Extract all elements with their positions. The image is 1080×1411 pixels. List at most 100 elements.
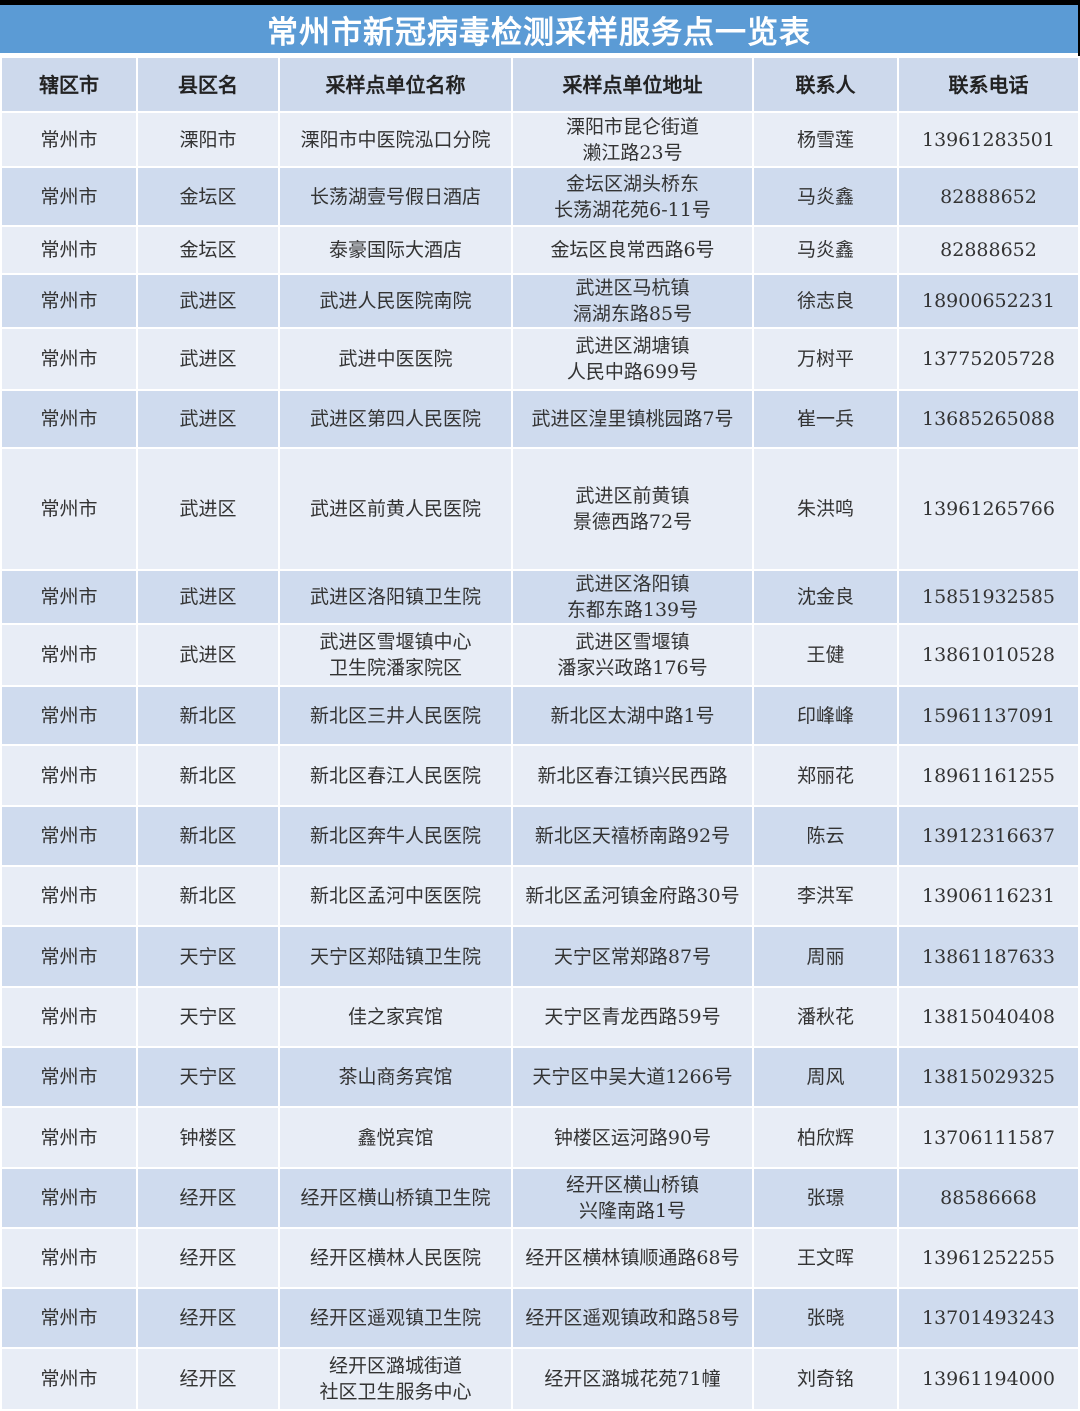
cell-contact-phone: 13912316637 [897, 805, 1080, 867]
cell-site-address: 经开区横山桥镇 兴隆南路1号 [511, 1167, 754, 1229]
table-row: 常州市 新北区 新北区奔牛人民医院 新北区天禧桥南路92号 陈云 13912316637 [0, 805, 1080, 867]
cell-site-address: 武进区湖塘镇 人民中路699号 [511, 327, 754, 391]
cell-county: 天宁区 [136, 986, 280, 1048]
cell-contact-phone: 13701493243 [897, 1287, 1080, 1349]
cell-contact-phone: 13706111587 [897, 1106, 1080, 1169]
cell-county: 钟楼区 [136, 1106, 280, 1169]
cell-county: 武进区 [136, 447, 280, 571]
cell-site-address: 武进区湟里镇桃园路7号 [511, 389, 754, 449]
cell-site-name: 泰豪国际大酒店 [278, 225, 513, 275]
cell-district-city: 常州市 [0, 447, 138, 571]
cell-district-city: 常州市 [0, 225, 138, 275]
cell-contact-person: 崔一兵 [752, 389, 899, 449]
cell-district-city: 常州市 [0, 1287, 138, 1349]
cell-contact-person: 陈云 [752, 805, 899, 867]
cell-site-name: 武进区雪堰镇中心 卫生院潘家院区 [278, 623, 513, 687]
cell-district-city: 常州市 [0, 805, 138, 867]
table-row: 常州市 新北区 新北区春江人民医院 新北区春江镇兴民西路 郑丽花 18961161255 [0, 744, 1080, 807]
cell-district-city: 常州市 [0, 986, 138, 1048]
cell-county: 武进区 [136, 389, 280, 449]
cell-district-city: 常州市 [0, 327, 138, 391]
cell-contact-phone: 13861187633 [897, 925, 1080, 988]
cell-contact-person: 朱洪鸣 [752, 447, 899, 571]
cell-district-city: 常州市 [0, 1347, 138, 1411]
column-header-county: 县区名 [136, 56, 280, 113]
cell-contact-person: 沈金良 [752, 569, 899, 625]
cell-district-city: 常州市 [0, 569, 138, 625]
cell-contact-person: 马炎鑫 [752, 166, 899, 227]
table-row: 常州市 武进区 武进区洛阳镇卫生院 武进区洛阳镇 东都东路139号 沈金良 1585193… [0, 569, 1080, 625]
cell-site-name: 天宁区郑陆镇卫生院 [278, 925, 513, 988]
cell-county: 武进区 [136, 623, 280, 687]
table-row: 常州市 金坛区 泰豪国际大酒店 金坛区良常西路6号 马炎鑫 82888652 [0, 225, 1080, 275]
cell-county: 天宁区 [136, 1046, 280, 1108]
cell-county: 经开区 [136, 1347, 280, 1411]
cell-site-address: 钟楼区运河路90号 [511, 1106, 754, 1169]
cell-site-name: 佳之家宾馆 [278, 986, 513, 1048]
cell-contact-person: 徐志良 [752, 273, 899, 329]
cell-site-address: 武进区雪堰镇 潘家兴政路176号 [511, 623, 754, 687]
cell-contact-phone: 82888652 [897, 225, 1080, 275]
table-row: 常州市 武进区 武进区雪堰镇中心 卫生院潘家院区 武进区雪堰镇 潘家兴政路176号 王健… [0, 623, 1080, 687]
cell-site-address: 新北区太湖中路1号 [511, 685, 754, 746]
cell-site-name: 经开区潞城街道 社区卫生服务中心 [278, 1347, 513, 1411]
cell-county: 新北区 [136, 685, 280, 746]
cell-site-name: 新北区春江人民医院 [278, 744, 513, 807]
table-row: 常州市 溧阳市 溧阳市中医院泓口分院 溧阳市昆仑街道 濑江路23号 杨雪莲 1396128… [0, 111, 1080, 168]
cell-contact-person: 王健 [752, 623, 899, 687]
cell-site-name: 武进人民医院南院 [278, 273, 513, 329]
table-row: 常州市 武进区 武进中医医院 武进区湖塘镇 人民中路699号 万树平 1377520572… [0, 327, 1080, 391]
cell-contact-phone: 15961137091 [897, 685, 1080, 746]
cell-district-city: 常州市 [0, 744, 138, 807]
cell-contact-person: 印峰峰 [752, 685, 899, 746]
cell-county: 武进区 [136, 273, 280, 329]
cell-county: 新北区 [136, 744, 280, 807]
table-row: 常州市 经开区 经开区潞城街道 社区卫生服务中心 经开区潞城花苑71幢 刘奇铭 13961… [0, 1347, 1080, 1411]
cell-county: 经开区 [136, 1227, 280, 1289]
column-header-contact-person: 联系人 [752, 56, 899, 113]
cell-contact-phone: 18961161255 [897, 744, 1080, 807]
cell-district-city: 常州市 [0, 273, 138, 329]
cell-site-address: 经开区潞城花苑71幢 [511, 1347, 754, 1411]
cell-district-city: 常州市 [0, 925, 138, 988]
cell-site-address: 武进区前黄镇 景德西路72号 [511, 447, 754, 571]
cell-county: 新北区 [136, 805, 280, 867]
cell-county: 经开区 [136, 1167, 280, 1229]
column-header-site-name: 采样点单位名称 [278, 56, 513, 113]
cell-site-name: 鑫悦宾馆 [278, 1106, 513, 1169]
cell-county: 经开区 [136, 1287, 280, 1349]
cell-site-name: 经开区横山桥镇卫生院 [278, 1167, 513, 1229]
cell-site-address: 金坛区湖头桥东 长荡湖花苑6-11号 [511, 166, 754, 227]
cell-contact-person: 李洪军 [752, 865, 899, 927]
cell-district-city: 常州市 [0, 389, 138, 449]
header-row: 辖区市 县区名 采样点单位名称 采样点单位地址 联系人 联系电话 [0, 56, 1080, 113]
column-header-contact-phone: 联系电话 [897, 56, 1080, 113]
cell-district-city: 常州市 [0, 1046, 138, 1108]
cell-site-name: 新北区奔牛人民医院 [278, 805, 513, 867]
cell-contact-person: 周丽 [752, 925, 899, 988]
cell-county: 天宁区 [136, 925, 280, 988]
cell-contact-phone: 13961194000 [897, 1347, 1080, 1411]
cell-contact-person: 马炎鑫 [752, 225, 899, 275]
cell-site-address: 金坛区良常西路6号 [511, 225, 754, 275]
cell-site-address: 武进区马杭镇 滆湖东路85号 [511, 273, 754, 329]
cell-county: 武进区 [136, 569, 280, 625]
table-row: 常州市 武进区 武进区前黄人民医院 武进区前黄镇 景德西路72号 朱洪鸣 13961265… [0, 447, 1080, 571]
sampling-sites-table: 辖区市 县区名 采样点单位名称 采样点单位地址 联系人 联系电话 常州市 溧阳市 溧阳市中医院… [0, 56, 1080, 1411]
cell-site-name: 茶山商务宾馆 [278, 1046, 513, 1108]
cell-county: 新北区 [136, 865, 280, 927]
cell-contact-phone: 13961265766 [897, 447, 1080, 571]
cell-site-name: 新北区三井人民医院 [278, 685, 513, 746]
cell-site-name: 长荡湖壹号假日酒店 [278, 166, 513, 227]
table-row: 常州市 金坛区 长荡湖壹号假日酒店 金坛区湖头桥东 长荡湖花苑6-11号 马炎鑫 8288… [0, 166, 1080, 227]
cell-contact-phone: 13815040408 [897, 986, 1080, 1048]
cell-contact-person: 杨雪莲 [752, 111, 899, 168]
cell-district-city: 常州市 [0, 1167, 138, 1229]
cell-site-address: 天宁区中吴大道1266号 [511, 1046, 754, 1108]
cell-site-name: 武进区前黄人民医院 [278, 447, 513, 571]
table-row: 常州市 经开区 经开区横山桥镇卫生院 经开区横山桥镇 兴隆南路1号 张璟 88586668 [0, 1167, 1080, 1229]
cell-contact-phone: 13906116231 [897, 865, 1080, 927]
cell-site-address: 武进区洛阳镇 东都东路139号 [511, 569, 754, 625]
cell-contact-person: 潘秋花 [752, 986, 899, 1048]
cell-county: 溧阳市 [136, 111, 280, 168]
